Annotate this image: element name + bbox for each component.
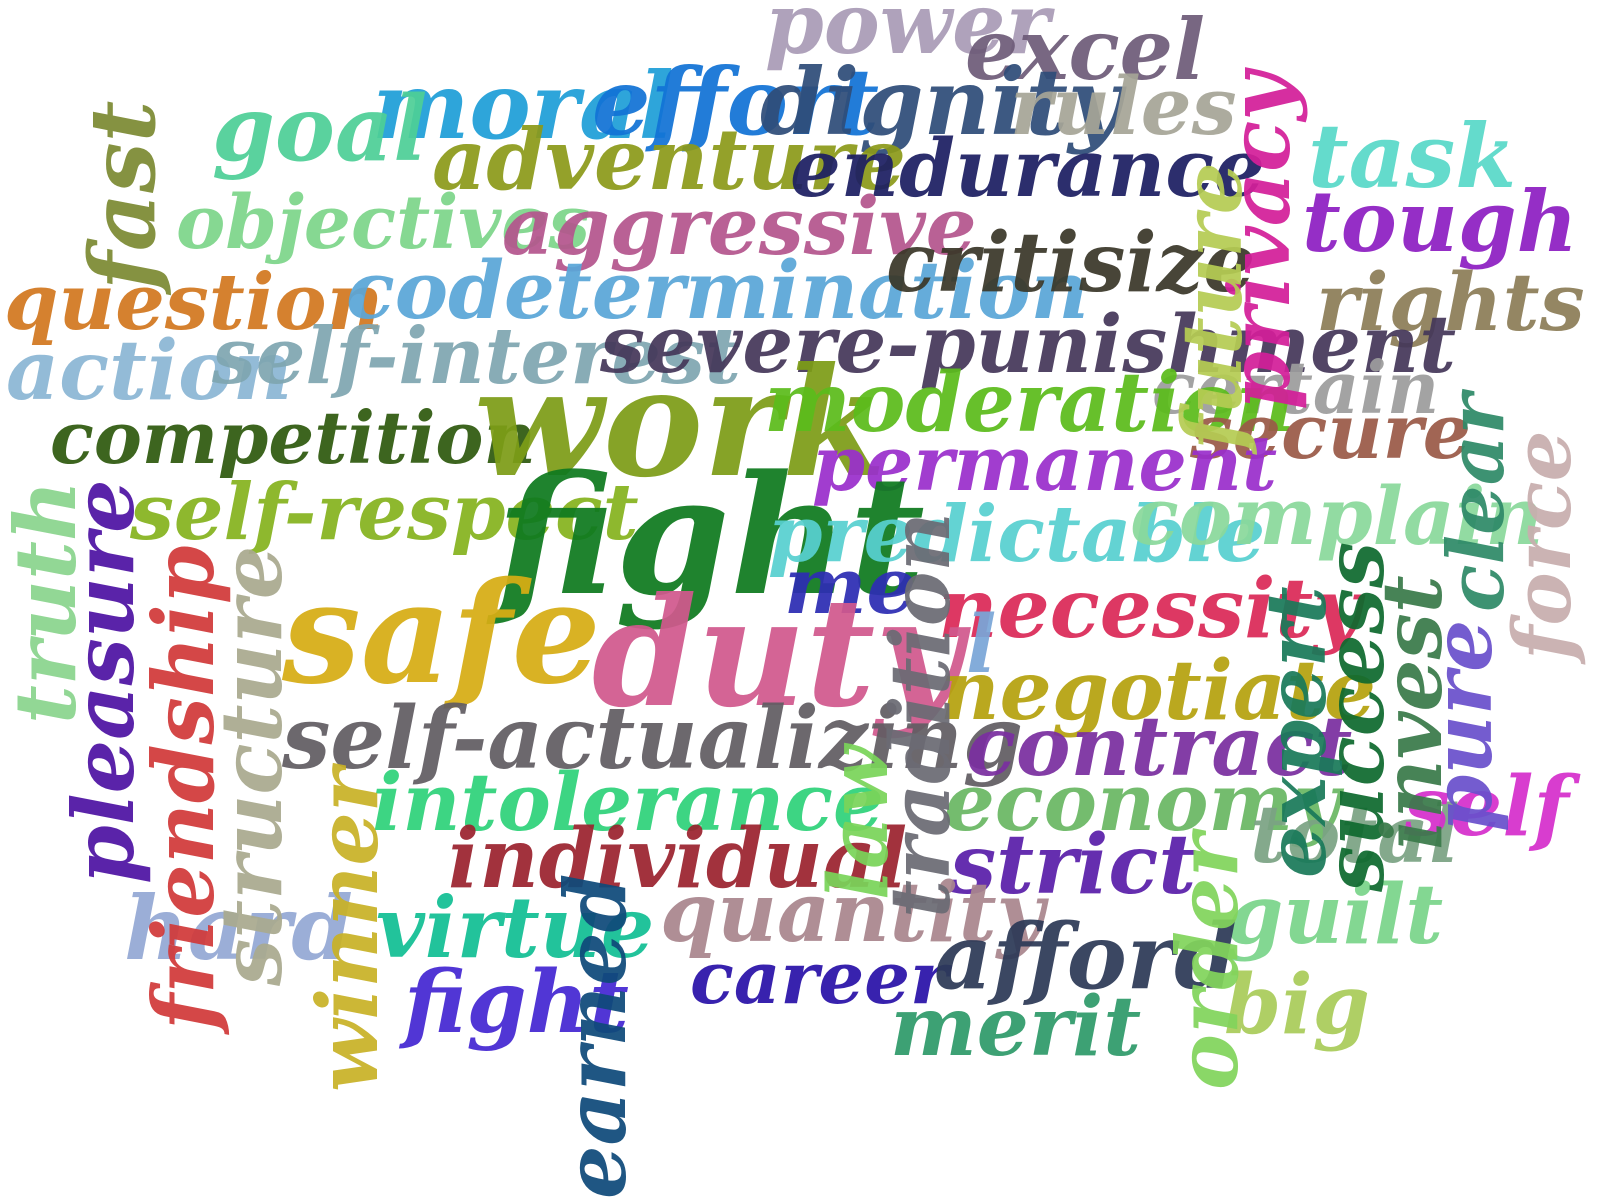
word-power: power: [765, 0, 1050, 73]
word-individual: individual: [448, 811, 908, 907]
word-structure: structure: [202, 545, 301, 986]
word-endurance: endurance: [790, 121, 1265, 215]
word-permanent: permanent: [812, 419, 1278, 508]
word-negotiate: negotiate: [940, 643, 1377, 739]
word-critisize: critisize: [886, 215, 1256, 311]
word-self-interest: self-interest: [212, 311, 741, 402]
word-l: l: [966, 597, 997, 691]
word-adventure: adventure: [432, 110, 907, 209]
word-merit: merit: [890, 979, 1142, 1075]
word-moral: moral: [372, 52, 674, 160]
word-intolerance: intolerance: [372, 755, 884, 849]
word-self-respect: self-respect: [130, 467, 639, 558]
word-strict: strict: [950, 817, 1197, 913]
word-objectives: objectives: [176, 180, 591, 266]
word-big: big: [1224, 957, 1370, 1053]
word-certain: certain: [1152, 345, 1440, 430]
word-aggressive: aggressive: [502, 179, 977, 273]
word-fast: fast: [70, 100, 176, 290]
word-predictable: predictable: [768, 489, 1266, 580]
word-task: task: [1308, 104, 1517, 208]
word-quantity: quantity: [660, 865, 1045, 961]
word-goal: goal: [212, 76, 428, 182]
word-excel: excel: [965, 0, 1206, 99]
word-tough: tough: [1302, 172, 1578, 271]
word-necessity: necessity: [938, 561, 1361, 657]
word-contract: contract: [966, 699, 1353, 795]
word-economy: economy: [944, 755, 1340, 849]
word-future: future: [1165, 162, 1261, 450]
word-dignity: dignity: [760, 48, 1122, 156]
word-competition: competition: [50, 395, 536, 480]
word-virtue: virtue: [376, 878, 655, 977]
word-guilt: guilt: [1226, 867, 1444, 963]
word-pure: pure: [1415, 619, 1511, 832]
word-duty: duty: [592, 565, 963, 741]
word-rules: rules: [1010, 59, 1237, 153]
word-force: force: [1495, 430, 1589, 660]
word-codetermination: codetermination: [346, 243, 1089, 337]
word-safe: safe: [282, 552, 601, 716]
word-afford: afford: [934, 904, 1238, 1010]
word-self-actualizing: self-actualizing: [282, 688, 1023, 789]
word-complain: complain: [1130, 469, 1544, 563]
word-self: self: [1404, 759, 1569, 855]
word-winner: winner: [298, 767, 397, 1092]
word-career: career: [690, 935, 948, 1020]
word-secure: secure: [1190, 387, 1472, 476]
word-total: total: [1250, 787, 1460, 881]
word-fight-large: fight: [496, 439, 925, 632]
word-me: me: [784, 541, 917, 632]
word-moderation: moderation: [764, 355, 1295, 451]
word-earned: earned: [546, 873, 645, 1199]
word-rights: rights: [1316, 255, 1585, 349]
word-action: action: [6, 323, 293, 419]
word-question: question: [4, 257, 384, 348]
word-hard: hard: [124, 876, 353, 980]
word-expert: expert: [1249, 586, 1345, 878]
word-severe-punishment: severe-punishment: [600, 297, 1457, 391]
word-law: law: [811, 745, 907, 900]
word-order: order: [1158, 833, 1257, 1090]
word-fight-small: fight: [404, 952, 629, 1053]
word-effort: effort: [592, 48, 879, 156]
word-work: work: [474, 335, 887, 511]
